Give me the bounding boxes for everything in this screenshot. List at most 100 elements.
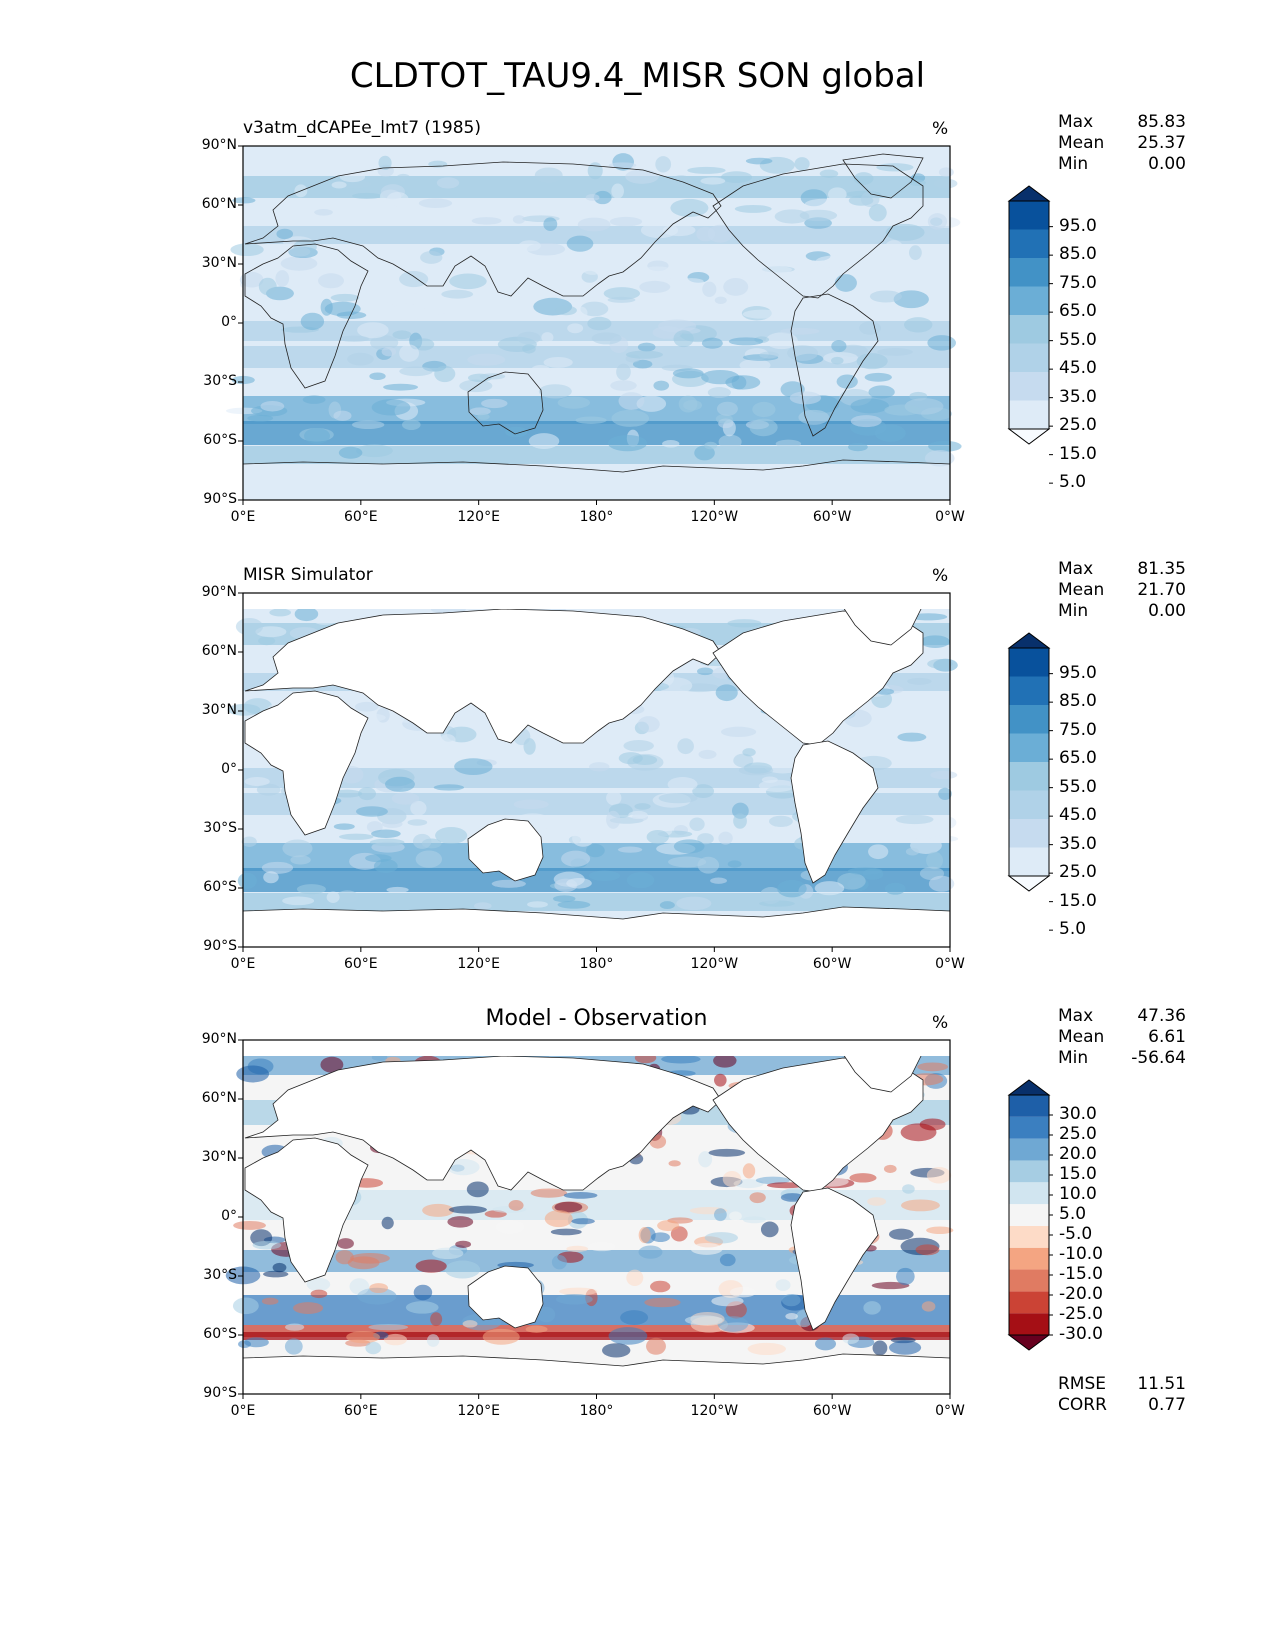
colorbar-tick-label: 75.0 — [1059, 719, 1097, 740]
field-cell — [780, 327, 820, 335]
field-cell — [331, 181, 347, 189]
field-cell — [591, 332, 622, 345]
field-cell — [893, 290, 929, 309]
field-cell — [831, 356, 844, 365]
field-cell — [318, 273, 344, 289]
field-cell — [260, 400, 285, 412]
field-cell — [602, 1343, 631, 1358]
field-cell — [628, 810, 648, 820]
field-cell — [877, 348, 913, 356]
field-cell — [462, 1320, 478, 1328]
field-cell — [698, 749, 717, 759]
stat-min-label: Min — [1058, 1048, 1089, 1068]
field-cell — [347, 352, 374, 366]
field-cell — [310, 1289, 328, 1299]
field-cell — [339, 335, 370, 342]
field-cell — [290, 855, 311, 865]
field-cell — [588, 1242, 616, 1252]
field-cell — [593, 190, 612, 205]
field-cell — [413, 1284, 433, 1301]
field-cell — [896, 1267, 915, 1286]
field-cell — [378, 155, 392, 171]
field-cell — [927, 658, 953, 669]
field-cell — [867, 1197, 887, 1206]
lon-tick-label: 120°W — [690, 509, 739, 525]
lon-tick-label: 120°E — [457, 509, 500, 525]
field-cell — [537, 1306, 556, 1323]
field-cell — [915, 1244, 940, 1256]
field-cell — [921, 1301, 936, 1312]
colorbar-tick-label: 15.0 — [1059, 1164, 1097, 1184]
colorbar-tick-label: 15.0 — [1059, 443, 1097, 464]
cloud-band — [243, 176, 950, 198]
field-cell — [256, 783, 281, 796]
field-cell — [608, 1327, 648, 1345]
field-cell — [348, 382, 382, 392]
field-cell — [789, 391, 822, 405]
lon-tick-label: 180° — [579, 1403, 614, 1419]
field-cell — [491, 879, 526, 888]
field-cell — [814, 881, 845, 896]
field-cell — [749, 418, 778, 437]
field-cell — [749, 1192, 766, 1204]
stat-rmse: RMSE 11.51 — [1058, 1374, 1186, 1395]
field-cell — [794, 157, 810, 171]
lon-tick-label: 0°W — [935, 509, 965, 525]
field-cell — [422, 1203, 455, 1217]
field-cell — [711, 1295, 744, 1307]
field-cell — [402, 419, 421, 430]
field-cell — [718, 434, 742, 450]
field-cell — [287, 246, 311, 257]
field-cell — [715, 414, 733, 424]
stat-max-label: Max — [1058, 1006, 1094, 1026]
field-cell — [908, 245, 922, 261]
field-cell — [349, 1278, 370, 1295]
field-cell — [883, 1164, 897, 1173]
field-cell — [677, 732, 695, 740]
field-cell — [729, 1286, 757, 1298]
field-cell — [815, 255, 856, 268]
lon-tick-label: 0°W — [935, 1403, 965, 1419]
lon-tick-label: 60°W — [812, 509, 852, 525]
field-cell — [252, 1240, 282, 1250]
stat-mean-label: Mean — [1058, 580, 1105, 600]
field-cell — [774, 209, 810, 224]
colorbar-segment — [1009, 733, 1049, 762]
field-cell — [673, 839, 705, 854]
field-cell — [566, 1245, 589, 1252]
field-cell — [459, 379, 493, 393]
field-cell — [672, 368, 704, 379]
field-cell — [690, 1242, 723, 1255]
field-cell — [644, 1297, 681, 1308]
field-cell — [657, 1220, 680, 1232]
field-cell — [673, 330, 694, 348]
field-cell — [926, 851, 944, 870]
field-cell — [232, 197, 256, 204]
field-cell — [715, 684, 738, 702]
field-cell — [815, 1337, 837, 1351]
field-cell — [587, 316, 612, 331]
cloud-band — [243, 226, 950, 244]
field-cell — [692, 784, 715, 799]
field-cell — [618, 392, 645, 410]
field-cell — [733, 1179, 764, 1189]
field-cell — [909, 613, 948, 621]
colorbar-extend-low — [1007, 428, 1051, 445]
colorbar-tick-label: -30.0 — [1059, 1324, 1103, 1344]
field-cell — [420, 251, 443, 264]
stats-box: Max 47.36 Mean 6.61 Min -56.64 — [1058, 1006, 1186, 1069]
field-cell — [678, 395, 698, 413]
field-cell — [439, 734, 456, 746]
field-cell — [759, 351, 779, 359]
field-cell — [719, 1253, 736, 1267]
colorbar-tick-label: 5.0 — [1059, 472, 1087, 493]
field-cell — [765, 332, 798, 350]
colorbar-segment — [1009, 1269, 1049, 1292]
lat-tick-label: 0° — [221, 761, 237, 777]
field-cell — [905, 847, 920, 856]
field-cell — [733, 813, 747, 829]
stat-mean: Mean 21.70 — [1058, 580, 1186, 601]
field-cell — [623, 740, 654, 752]
lat-tick-label: 90°S — [203, 938, 237, 954]
field-cell — [412, 833, 432, 849]
